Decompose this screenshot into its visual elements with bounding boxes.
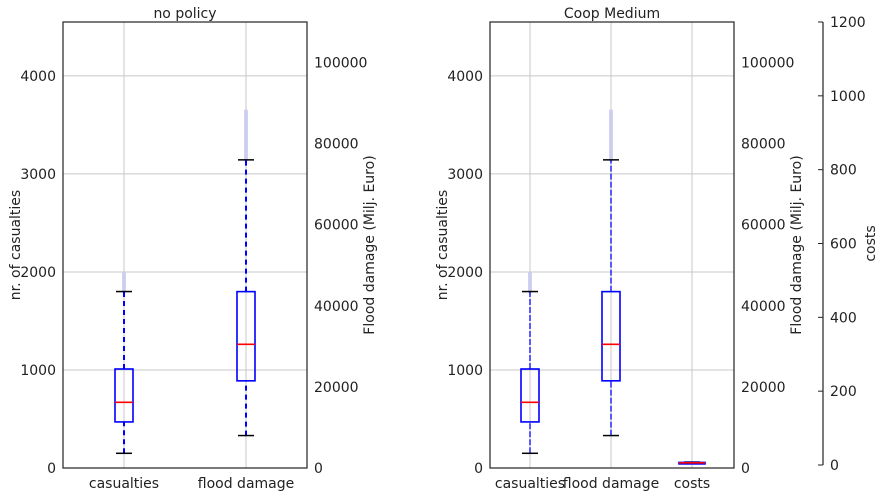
third-axis-tick-label: 1200 bbox=[830, 15, 866, 31]
right-axis-tick-label: 20000 bbox=[314, 380, 359, 396]
left-axis-tick-label: 4000 bbox=[20, 69, 56, 85]
third-axis-tick-label: 200 bbox=[830, 384, 857, 400]
box-costs bbox=[678, 461, 706, 465]
left-axis-label: nr. of casualties bbox=[8, 190, 24, 300]
right-axis-tick-label: 0 bbox=[314, 461, 323, 477]
third-axis-tick-label: 1000 bbox=[830, 89, 866, 105]
category-tick-label: costs bbox=[674, 476, 710, 492]
box-flood-damage bbox=[236, 109, 256, 437]
third-axis-tick-label: 0 bbox=[830, 458, 839, 474]
left-axis-tick-label: 0 bbox=[47, 461, 56, 477]
right-axis-tick-label: 0 bbox=[741, 461, 750, 477]
left-axis-tick-label: 0 bbox=[474, 461, 483, 477]
category-tick-label: flood damage bbox=[198, 476, 294, 492]
right-axis-tick-label: 40000 bbox=[741, 299, 786, 315]
chart-title: Coop Medium bbox=[564, 6, 660, 22]
plot-frame bbox=[489, 21, 735, 469]
left-axis-tick-label: 2000 bbox=[20, 265, 56, 281]
left-axis-tick-label: 2000 bbox=[447, 265, 483, 281]
right-axis-tick-label: 80000 bbox=[314, 137, 359, 153]
plot-frame bbox=[62, 21, 308, 469]
box-iqr bbox=[236, 290, 256, 382]
left-axis-tick-label: 3000 bbox=[447, 167, 483, 183]
box-casualties bbox=[520, 271, 540, 455]
third-axis-tick-label: 800 bbox=[830, 163, 857, 179]
box-flood-damage bbox=[601, 109, 621, 437]
category-tick-label: flood damage bbox=[563, 476, 659, 492]
box-iqr bbox=[520, 368, 540, 423]
left-axis-tick-label: 1000 bbox=[20, 363, 56, 379]
right-axis-tick-label: 20000 bbox=[741, 380, 786, 396]
right-axis-label: Flood damage (Milj. Euro) bbox=[362, 155, 378, 334]
right-axis-tick-label: 60000 bbox=[314, 218, 359, 234]
box-iqr bbox=[601, 290, 621, 382]
third-axis-tick-label: 600 bbox=[830, 237, 857, 253]
chart-title: no policy bbox=[153, 6, 216, 22]
right-axis-tick-label: 100000 bbox=[741, 56, 794, 72]
right-axis-tick-label: 100000 bbox=[314, 56, 367, 72]
right-axis-label: Flood damage (Milj. Euro) bbox=[789, 155, 805, 334]
box-casualties bbox=[114, 271, 134, 455]
right-axis-tick-label: 60000 bbox=[741, 218, 786, 234]
left-axis-tick-label: 4000 bbox=[447, 69, 483, 85]
third-axis-label: costs bbox=[863, 225, 879, 261]
left-axis-tick-label: 3000 bbox=[20, 167, 56, 183]
box-iqr bbox=[114, 368, 134, 423]
category-tick-label: casualties bbox=[89, 476, 159, 492]
category-tick-label: casualties bbox=[495, 476, 565, 492]
third-axis-tick-label: 400 bbox=[830, 310, 857, 326]
right-axis-tick-label: 40000 bbox=[314, 299, 359, 315]
left-axis-label: nr. of casualties bbox=[435, 190, 451, 300]
left-axis-tick-label: 1000 bbox=[447, 363, 483, 379]
right-axis-tick-label: 80000 bbox=[741, 137, 786, 153]
